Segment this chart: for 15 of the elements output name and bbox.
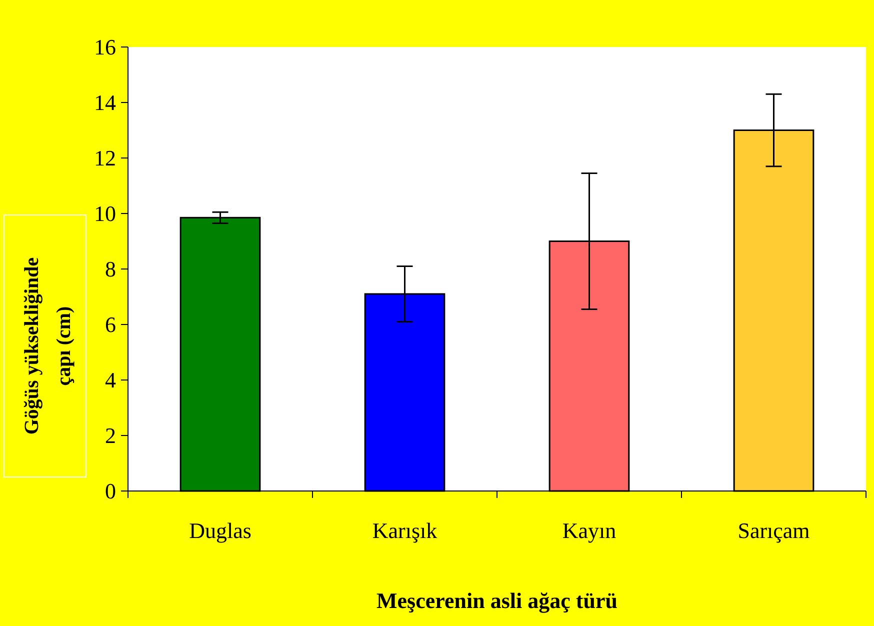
x-tick-label: Duglas bbox=[189, 518, 252, 543]
x-tick-label: Sarıçam bbox=[738, 518, 810, 543]
x-tick-label: Karışık bbox=[372, 518, 438, 543]
y-tick-label: 16 bbox=[94, 34, 116, 60]
y-tick-label: 14 bbox=[94, 90, 116, 116]
x-tick-label: Kayın bbox=[562, 518, 616, 543]
y-tick-label: 8 bbox=[105, 256, 116, 282]
y-tick-label: 6 bbox=[105, 312, 116, 338]
y-tick-label: 2 bbox=[105, 423, 116, 448]
y-tick-label: 10 bbox=[94, 201, 116, 226]
y-tick-label: 0 bbox=[105, 478, 116, 504]
x-axis-title: Meşcerenin asli ağaç türü bbox=[376, 588, 618, 613]
y-tick-label: 12 bbox=[94, 146, 116, 171]
y-axis-title: Göğüs yüksekliğinde çapı (cm) bbox=[21, 257, 75, 435]
y-tick-label: 4 bbox=[105, 368, 116, 393]
